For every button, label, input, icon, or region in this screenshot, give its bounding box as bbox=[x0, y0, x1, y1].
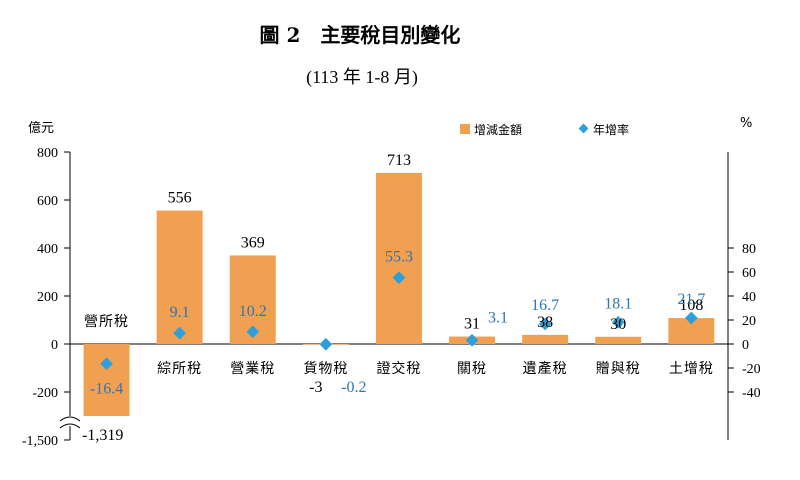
chart-title: 圖 2 主要稅目別變化 bbox=[260, 23, 461, 47]
rate-marker-關稅 bbox=[465, 333, 479, 347]
rate-marker-貨物稅 bbox=[319, 337, 333, 351]
rate-value-label: 3.1 bbox=[488, 309, 508, 326]
left-tick-label: -1,500 bbox=[22, 434, 58, 449]
bars bbox=[83, 172, 715, 416]
bar-value-label: 30 bbox=[610, 316, 626, 333]
category-label: 贈與稅 bbox=[596, 361, 641, 377]
right-tick-label: -40 bbox=[742, 386, 761, 401]
rate-value-label: 10.2 bbox=[239, 303, 267, 320]
category-label: 證交稅 bbox=[376, 360, 421, 377]
rate-value-label: 16.7 bbox=[531, 297, 559, 314]
left-tick-label: 600 bbox=[37, 194, 58, 209]
legend-label-bar: 增減金額 bbox=[474, 122, 522, 137]
bar-value-label: -1,319 bbox=[82, 427, 123, 444]
category-label: 營所稅 bbox=[84, 314, 129, 330]
right-tick-label: 20 bbox=[742, 314, 756, 329]
bar-value-label: -3 bbox=[309, 379, 322, 396]
bar-營所稅 bbox=[83, 344, 130, 416]
right-tick-label: -20 bbox=[742, 362, 761, 377]
right-tick-label: 80 bbox=[742, 242, 756, 257]
left-tick-label: 800 bbox=[37, 146, 58, 161]
left-tick-label: 400 bbox=[37, 242, 58, 257]
axis-break-icon bbox=[59, 416, 81, 429]
left-tick-label: 200 bbox=[37, 290, 58, 305]
legend-label-rate: 年增率 bbox=[593, 122, 629, 137]
bar-value-label: 31 bbox=[464, 316, 480, 333]
chart-subtitle: (113 年 1-8 月) bbox=[306, 67, 418, 88]
rate-marker-營所稅 bbox=[100, 357, 113, 371]
right-tick-label: 60 bbox=[742, 266, 756, 281]
rate-marker-綜所稅 bbox=[173, 326, 187, 340]
bar-value-label: 556 bbox=[168, 190, 192, 207]
rate-value-label: -16.4 bbox=[90, 381, 123, 398]
bar-綜所稅 bbox=[156, 210, 203, 344]
left-axis-ticks: 800 600 400 200 0 -200 -1,500 bbox=[22, 146, 70, 449]
bar-value-label: 369 bbox=[241, 234, 265, 251]
rate-value-label: 21.7 bbox=[677, 291, 705, 308]
rate-value-label: 55.3 bbox=[385, 249, 413, 266]
left-tick-label: -200 bbox=[32, 386, 58, 401]
right-axis-unit: % bbox=[740, 116, 752, 131]
bar-value-label: 38 bbox=[537, 314, 553, 331]
legend-swatch-bar bbox=[460, 124, 470, 134]
left-axis-unit: 億元 bbox=[28, 120, 54, 136]
rate-marker-營業稅 bbox=[246, 325, 260, 339]
category-label: 貨物稅 bbox=[303, 360, 348, 377]
category-label: 營業稅 bbox=[230, 361, 275, 377]
category-label: 關稅 bbox=[457, 361, 487, 377]
bar-遺產稅 bbox=[522, 334, 569, 344]
legend: 增減金額 年增率 bbox=[460, 122, 629, 137]
rate-value-label: 9.1 bbox=[170, 304, 190, 321]
right-tick-label: 40 bbox=[742, 290, 756, 305]
left-tick-label: 0 bbox=[51, 338, 58, 353]
category-label: 綜所稅 bbox=[157, 361, 202, 377]
bar-value-label: 713 bbox=[387, 152, 411, 169]
bar-value-label: 108 bbox=[679, 297, 703, 314]
bar-贈與稅 bbox=[595, 336, 642, 344]
bar-證交稅 bbox=[375, 172, 422, 344]
right-axis-ticks: 80 60 40 20 0 -20 -40 bbox=[728, 242, 761, 401]
rate-value-label: 18.1 bbox=[604, 295, 632, 312]
category-label: 遺產稅 bbox=[523, 360, 568, 377]
rate-value-label: -0.2 bbox=[341, 379, 366, 396]
category-label: 土增稅 bbox=[669, 361, 714, 377]
right-tick-label: 0 bbox=[742, 338, 749, 353]
rate-marker-證交稅 bbox=[392, 271, 406, 285]
legend-marker-rate bbox=[578, 123, 589, 134]
